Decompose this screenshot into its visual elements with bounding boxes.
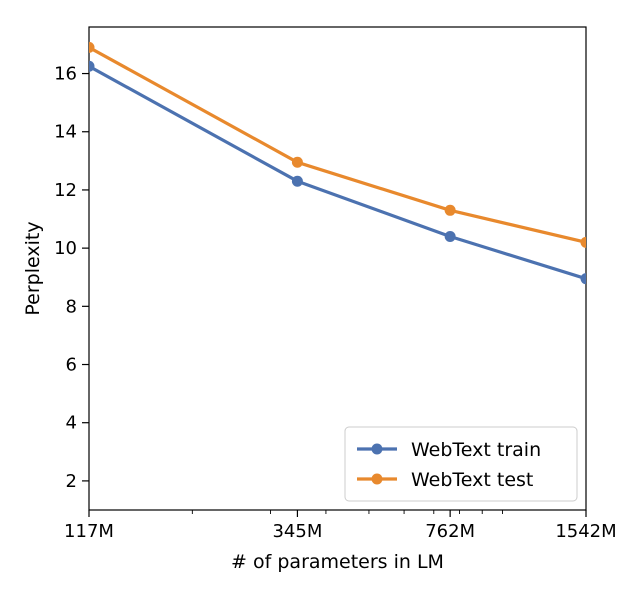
x-axis-label: # of parameters in LM bbox=[231, 551, 444, 573]
y-tick-label: 10 bbox=[54, 238, 77, 259]
y-tick-label: 16 bbox=[54, 64, 77, 85]
plot-frame bbox=[88, 26, 587, 511]
series-webtext-train bbox=[89, 60, 586, 285]
data-point bbox=[89, 60, 95, 72]
series-line bbox=[89, 64, 586, 281]
data-point bbox=[580, 236, 586, 248]
y-tick-label: 4 bbox=[66, 413, 77, 434]
y-axis-label: Perplexity bbox=[22, 221, 44, 315]
plot-area bbox=[88, 26, 587, 511]
x-tick-label: 1542M bbox=[555, 521, 616, 542]
data-point bbox=[89, 41, 95, 53]
x-tick-label: 345M bbox=[272, 521, 322, 542]
legend-item: WebText test bbox=[357, 469, 533, 491]
data-point bbox=[291, 175, 303, 187]
legend-item: WebText train bbox=[357, 439, 541, 461]
legend-swatch-marker bbox=[371, 443, 383, 455]
legend-label: WebText test bbox=[411, 469, 533, 491]
legend-swatch-marker bbox=[371, 473, 383, 485]
data-point bbox=[580, 273, 586, 285]
data-point bbox=[444, 230, 456, 242]
series-layer bbox=[89, 41, 586, 285]
legend-box bbox=[344, 426, 578, 502]
series-webtext-test bbox=[89, 41, 586, 248]
x-tick-label: 117M bbox=[64, 521, 114, 542]
y-tick-label: 2 bbox=[66, 471, 77, 492]
y-tick-label: 14 bbox=[54, 122, 77, 143]
y-axis-ticks: 2 4 6 8 10 12 14 16 bbox=[54, 64, 89, 492]
legend: WebText train WebText test bbox=[344, 426, 578, 502]
x-tick-label: 762M bbox=[425, 521, 475, 542]
legend-label: WebText train bbox=[411, 439, 541, 461]
y-tick-label: 12 bbox=[54, 180, 77, 201]
y-tick-label: 8 bbox=[66, 296, 77, 317]
y-tick-label: 6 bbox=[66, 355, 77, 376]
data-point bbox=[444, 204, 456, 216]
x-axis-ticks: 117M 345M 762M 1542M bbox=[64, 510, 617, 542]
series-line bbox=[89, 45, 586, 244]
data-point bbox=[291, 156, 303, 168]
